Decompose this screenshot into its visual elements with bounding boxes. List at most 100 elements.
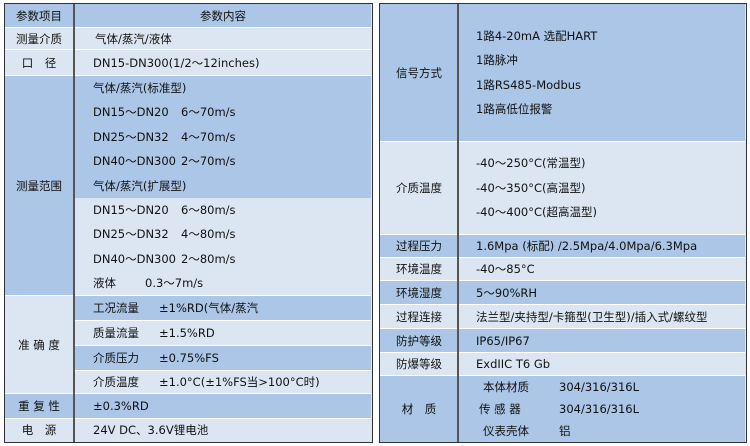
spec-value: IP65/IP67: [459, 329, 745, 353]
accuracy-value: ±1.5%RD: [159, 326, 215, 340]
column-divider: [73, 4, 75, 442]
temp-label-text: 介质温度: [396, 181, 442, 195]
range-speed: 4～70m/s: [181, 129, 236, 144]
spec-label-text: 过程压力: [396, 239, 442, 253]
range-speed: 6～70m/s: [181, 105, 236, 120]
accuracy-key: 工况流量: [93, 301, 139, 315]
signal-line: 1路4-20mA 选配HART: [476, 28, 598, 43]
spec-value: -40～85°C: [459, 258, 745, 281]
range-line: DN25～DN32 4～70m/s: [93, 125, 371, 150]
signal-label-text: 信号方式: [396, 65, 442, 80]
spec-label: 防爆等级: [380, 353, 458, 376]
power-label: 电 源: [5, 419, 73, 441]
signal-label: 信号方式: [380, 4, 458, 142]
range-dn: DN40～DN300: [93, 154, 176, 169]
spec-value-text: 法兰型/夹持型/卡箍型(卫生型)/插入式/螺纹型: [476, 309, 708, 324]
accuracy-row: 介质温度 ±1.0°C(±1%FS当>100°C时): [75, 371, 371, 394]
right-spec-table: 信号方式 1路4-20mA 选配HART 1路脉冲 1路RS485-Modbus…: [379, 3, 747, 443]
medium-label: 测量介质: [5, 28, 73, 50]
range-speed: 4～80m/s: [181, 227, 236, 241]
temp-line: -40～400°C(超高温型): [476, 205, 597, 220]
header-item-text: 参数项目: [16, 8, 62, 23]
spec-label: 防护等级: [380, 329, 458, 353]
spec-label-text: 防护等级: [396, 333, 442, 348]
range-speed: 2～80m/s: [181, 251, 236, 266]
material-label: 材 质: [380, 376, 458, 442]
medium-value: 气体/蒸汽/液体: [75, 28, 371, 50]
material-key: 本体材质: [483, 380, 529, 394]
accuracy-key: 介质压力: [93, 351, 139, 365]
material-value-text: 304/316/316L: [559, 380, 640, 394]
caliber-label-text: 口 径: [21, 55, 57, 70]
column-divider: [457, 4, 459, 442]
accuracy-value: ±1.0°C(±1%FS当>100°C时): [159, 375, 320, 389]
range-dn: DN40～DN300: [93, 251, 176, 266]
accuracy-label-text: 准 确 度: [18, 337, 60, 352]
spec-label: 过程压力: [380, 235, 458, 258]
material-key: 仪表壳体: [483, 424, 529, 438]
range-line: 液体 0.3～7m/s: [93, 271, 371, 296]
range-dn: DN15～DN20: [93, 105, 169, 120]
temp-label: 介质温度: [380, 142, 458, 235]
accuracy-key: 介质温度: [93, 375, 139, 389]
signal-line: 1路脉冲: [476, 53, 518, 67]
range-dn: DN25～DN32: [93, 129, 169, 144]
repeat-label: 重 复 性: [5, 394, 73, 419]
spec-label-text: 环境温度: [396, 262, 442, 276]
signal-line: 1路RS485-Modbus: [476, 77, 582, 92]
power-value: 24V DC、3.6V锂电池: [75, 419, 371, 441]
caliber-value-text: DN15-DN300(1/2～12inches): [93, 55, 260, 70]
spec-label-text: 防爆等级: [396, 357, 442, 371]
spec-label: 环境温度: [380, 258, 458, 281]
signal-line: 1路高低位报警: [476, 102, 553, 116]
material-value: 本体材质 304/316/316L 传 感 器 304/316/316L 仪表壳体 铝: [459, 376, 745, 442]
header-content: 参数内容: [75, 4, 371, 28]
accuracy-label: 准 确 度: [5, 296, 73, 394]
range-dn: DN15～DN20: [93, 202, 169, 217]
spec-value-text: IP65/IP67: [476, 333, 530, 348]
range-line: DN25～DN32 4～80m/s: [93, 222, 371, 247]
caliber-value: DN15-DN300(1/2～12inches): [75, 50, 371, 76]
temp-line: -40～350°C(高温型): [476, 180, 586, 195]
repeat-label-text: 重 复 性: [18, 399, 60, 413]
repeat-value-text: ±0.3%RD: [93, 399, 149, 413]
range-extended: DN15～DN20 6～80m/s DN25～DN32 4～80m/s DN40～D…: [75, 198, 371, 296]
material-value-text: 铝: [559, 424, 571, 438]
left-spec-table: 参数项目 参数内容 测量介质 气体/蒸汽/液体 口 径 DN15-DN300(1…: [4, 3, 373, 443]
range-line: 气体/蒸汽(扩展型): [93, 178, 187, 193]
range-speed: 6～80m/s: [181, 202, 236, 217]
spec-label-text: 环境湿度: [396, 285, 442, 300]
temp-value: -40～250°C(常温型) -40～350°C(高温型) -40～400°C(…: [459, 142, 745, 235]
header-content-text: 参数内容: [200, 8, 246, 23]
spec-value-text: ExdIIC T6 Gb: [476, 357, 551, 371]
spec-value: 1.6Mpa (标配) /2.5Mpa/4.0Mpa/6.3Mpa: [459, 235, 745, 258]
spec-label: 过程连接: [380, 305, 458, 329]
range-label: 测量范围: [5, 76, 73, 296]
material-row: 仪表壳体 铝: [475, 420, 745, 442]
spec-value-text: 1.6Mpa (标配) /2.5Mpa/4.0Mpa/6.3Mpa: [476, 239, 698, 253]
range-label-text: 测量范围: [16, 178, 62, 193]
power-value-text: 24V DC、3.6V锂电池: [93, 423, 209, 437]
material-label-text: 材 质: [401, 402, 437, 416]
spec-value-text: -40～85°C: [476, 262, 535, 276]
range-line: DN15～DN20 6～70m/s: [93, 100, 371, 125]
accuracy-value: ±0.75%FS: [159, 351, 219, 365]
spec-label: 环境湿度: [380, 281, 458, 305]
spec-value: ExdIIC T6 Gb: [459, 353, 745, 376]
range-line: DN40～DN300 2～70m/s: [93, 149, 371, 174]
range-line: DN15～DN20 6～80m/s: [93, 198, 371, 223]
spec-value-text: 5～90%RH: [476, 285, 538, 300]
spec-value: 法兰型/夹持型/卡箍型(卫生型)/插入式/螺纹型: [459, 305, 745, 329]
accuracy-row: 工况流量 ±1%RD(气体/蒸汽: [75, 296, 371, 321]
accuracy-key: 质量流量: [93, 326, 139, 340]
accuracy-row: 质量流量 ±1.5%RD: [75, 321, 371, 346]
material-value-text: 304/316/316L: [559, 402, 640, 416]
range-speed: 0.3～7m/s: [145, 276, 204, 290]
range-dn: DN25～DN32: [93, 227, 169, 241]
accuracy-row: 介质压力 ±0.75%FS: [75, 346, 371, 371]
medium-label-text: 测量介质: [16, 31, 62, 46]
header-item: 参数项目: [5, 4, 73, 28]
medium-value-text: 气体/蒸汽/液体: [95, 31, 172, 46]
spec-value: 5～90%RH: [459, 281, 745, 305]
spec-label-text: 过程连接: [396, 309, 442, 324]
